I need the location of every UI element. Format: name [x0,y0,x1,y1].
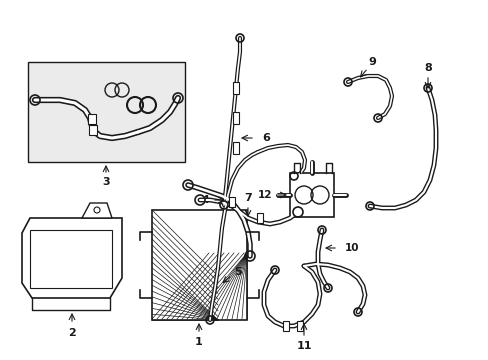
Bar [257,213,263,223]
Text: 12: 12 [257,190,272,200]
Polygon shape [30,230,112,288]
Text: 2: 2 [68,328,76,338]
Text: 1: 1 [195,337,203,347]
Bar [232,142,239,154]
Text: 10: 10 [345,243,359,253]
Text: 7: 7 [244,193,251,203]
Bar [152,210,246,320]
Bar [296,321,303,331]
Bar [28,62,184,162]
Bar [89,125,97,135]
Text: 11: 11 [296,341,311,351]
Polygon shape [22,218,122,298]
Bar [283,321,288,331]
Text: 4: 4 [201,195,208,205]
Text: 5: 5 [234,267,242,277]
Text: 9: 9 [367,57,375,67]
Bar [232,82,239,94]
Text: 3: 3 [102,177,110,187]
Bar [228,197,235,207]
Polygon shape [82,203,112,218]
Text: 6: 6 [262,133,269,143]
Bar [88,114,96,124]
Bar [289,173,333,217]
Bar [232,112,239,124]
Text: 8: 8 [423,63,431,73]
